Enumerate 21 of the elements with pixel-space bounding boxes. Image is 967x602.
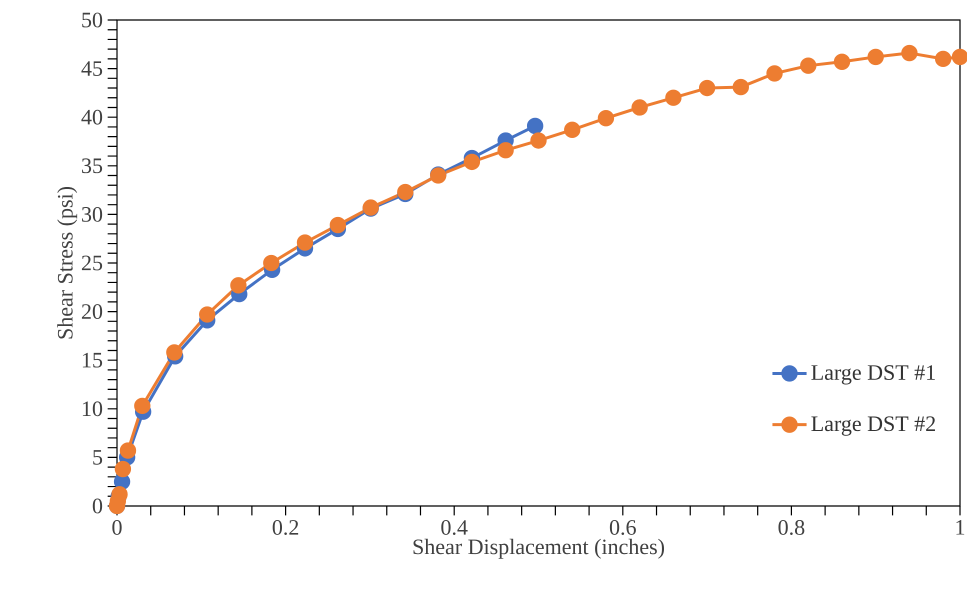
y-tick-label: 40 bbox=[81, 110, 102, 125]
y-tick-label: 0 bbox=[92, 498, 102, 514]
x-tick-label: 0.8 bbox=[778, 520, 804, 535]
x-tick-label: 0.6 bbox=[610, 520, 636, 535]
x-tick-label: 1 bbox=[956, 520, 964, 535]
y-tick-label: 15 bbox=[82, 352, 102, 368]
legend-label: Large DST #2 bbox=[811, 416, 935, 436]
x-axis-title: Shear Displacement (inches) bbox=[414, 538, 664, 559]
y-tick-label: 25 bbox=[82, 256, 102, 270]
y-tick-label: 50 bbox=[82, 12, 102, 28]
y-tick-label: 5 bbox=[93, 450, 102, 465]
x-tick-label: 0.4 bbox=[441, 520, 468, 535]
y-tick-label: 45 bbox=[81, 61, 102, 76]
x-tick-label: 0 bbox=[112, 520, 122, 535]
y-tick-label: 35 bbox=[82, 158, 102, 174]
y-tick-label: 10 bbox=[82, 401, 102, 416]
y-axis-title: Shear Stress (psi) bbox=[57, 186, 78, 339]
y-tick-label: 20 bbox=[82, 304, 102, 320]
x-tick-label: 0.2 bbox=[272, 520, 298, 535]
y-tick-label: 30 bbox=[82, 206, 102, 222]
legend-label: Large DST #1 bbox=[811, 365, 935, 384]
